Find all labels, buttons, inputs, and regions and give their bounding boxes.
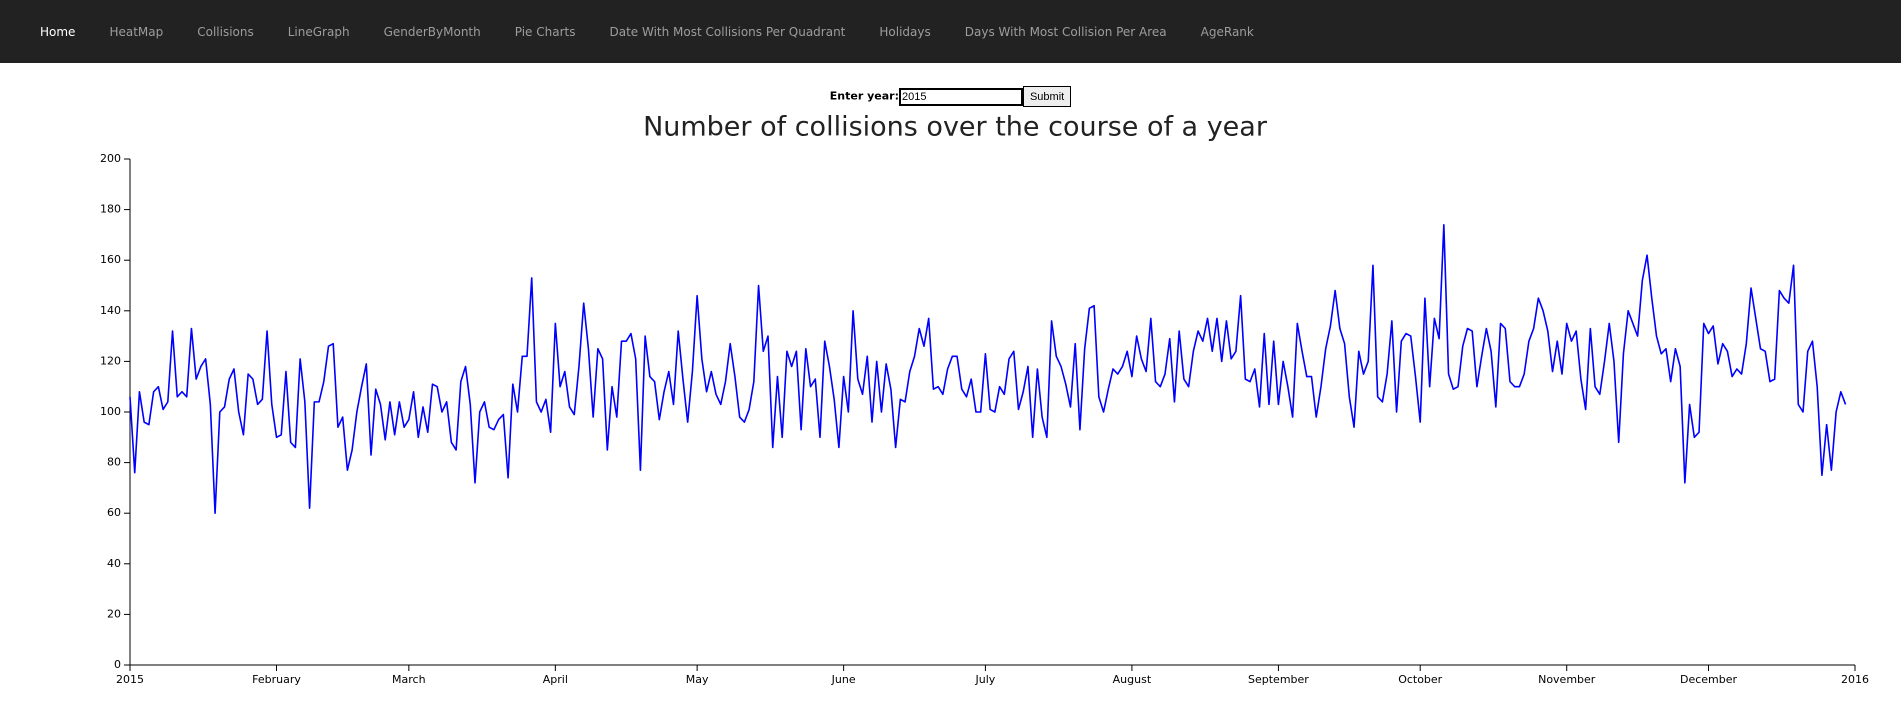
chart-title: Number of collisions over the course of …	[643, 112, 1268, 143]
x-tick-label: November	[1538, 673, 1596, 686]
y-tick-label: 200	[100, 152, 121, 165]
x-tick-label: 2015	[116, 673, 144, 686]
nav-link[interactable]: LineGraph	[287, 24, 350, 39]
y-tick-label: 20	[107, 607, 121, 620]
y-tick-label: 80	[107, 456, 121, 469]
x-tick-label: October	[1398, 673, 1442, 686]
y-tick-label: 100	[100, 405, 121, 418]
x-tick-label: 2016	[1841, 673, 1869, 686]
y-tick-label: 120	[100, 354, 121, 367]
y-tick-label: 180	[100, 203, 121, 216]
year-label: Enter year:	[829, 89, 899, 103]
nav-link[interactable]: HeatMap	[109, 24, 164, 39]
x-tick-label: August	[1113, 673, 1152, 686]
submit-button[interactable]: Submit	[1022, 86, 1072, 107]
nav-link[interactable]: Date With Most Collisions Per Quadrant	[609, 24, 846, 39]
data-line	[129, 223, 1847, 514]
x-tick-label: September	[1248, 673, 1309, 686]
y-tick-label: 140	[100, 304, 121, 317]
nav-bar: Home HeatMap Collisions LineGraph Gender…	[0, 0, 1901, 63]
year-input[interactable]	[898, 87, 1023, 106]
x-tick-label: March	[392, 673, 426, 686]
nav-link[interactable]: AgeRank	[1200, 24, 1254, 39]
y-tick-label: 60	[107, 506, 121, 519]
nav-link[interactable]: GenderByMonth	[383, 24, 481, 39]
x-tick-label: June	[831, 673, 856, 686]
nav-link[interactable]: Collisions	[197, 24, 254, 39]
x-tick-label: April	[543, 673, 568, 686]
year-form: Enter year: Submit	[0, 86, 1901, 107]
x-tick-label: July	[975, 673, 996, 686]
y-tick-label: 160	[100, 253, 121, 266]
nav-link[interactable]: Home	[40, 24, 76, 39]
nav-link[interactable]: Holidays	[879, 24, 931, 39]
nav-link[interactable]: Pie Charts	[514, 24, 576, 39]
x-tick-label: May	[686, 673, 709, 686]
y-tick-label: 0	[114, 658, 121, 671]
nav-link[interactable]: Days With Most Collision Per Area	[964, 24, 1167, 39]
y-tick-label: 40	[107, 557, 121, 570]
x-tick-label: February	[252, 673, 301, 686]
x-tick-label: December	[1680, 673, 1738, 686]
